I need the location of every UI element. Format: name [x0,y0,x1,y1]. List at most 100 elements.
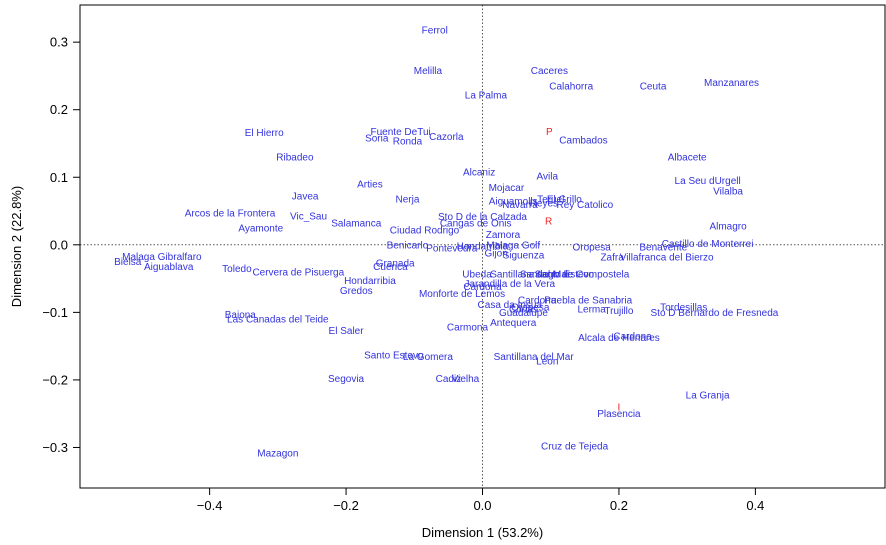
place-point-label: Cardona [518,296,557,307]
place-point-label: Bielsa [114,257,142,268]
place-point-label: Vielha [452,374,480,385]
place-point-label: Almagro [709,221,747,232]
place-point-label: Santo Estevo [535,269,595,280]
place-point-label: Vilalba [713,186,743,197]
place-point-label: Mojacar [489,183,525,194]
place-point-label: Navarra [502,200,538,211]
y-tick-label: 0.0 [50,237,68,252]
place-point-label: Zafra [600,252,624,263]
place-point-label: Gijon [484,248,507,259]
place-point-label: Cambados [559,136,607,147]
place-point-label: Trujillo [604,306,634,317]
place-point-label: Benavente [639,242,687,253]
place-point-label: Pontevedra [426,244,478,255]
place-point-label: Gredos [340,286,373,297]
place-point-label: Melilla [414,66,443,77]
place-point-label: Plasencia [597,409,641,420]
place-point-label: Carmona [447,323,489,334]
place-point-label: Vic_Sau [290,211,327,222]
place-point-label: El Saler [329,326,365,337]
place-point-label: Salamanca [331,219,381,230]
place-point-label: Malaga Gibralfaro [122,252,202,263]
place-point-label: Cadiz [436,374,462,385]
place-point-label: Javea [292,192,319,203]
category-point-label: R [545,217,552,228]
place-point-label: Mazagon [257,448,298,459]
place-point-label: Hondarribia [457,242,509,253]
place-point-label: La Granja [686,390,730,401]
place-point-label: Cervera de Pisuerga [252,267,344,278]
y-tick-label: 0.2 [50,102,68,117]
y-axis-label: Dimension 2 (22.8%) [9,186,24,307]
place-point-label: Zamora [486,230,521,241]
place-point-label: La Palma [465,90,508,101]
place-point-label: Ribadeo [276,152,314,163]
place-point-label: Arcos de la Frontera [185,209,276,220]
place-point-label: Puebla de Sanabria [544,296,632,307]
place-point-label: Segovia [328,374,365,385]
place-point-label: Ferrol [422,25,448,36]
place-point-label: Santillana del Mar [494,352,575,363]
y-tick-label: −0.3 [42,440,68,455]
place-point-label: Sto D Bernardo de Fresneda [651,308,779,319]
place-point-label: Santo Estevo [364,350,424,361]
place-point-label: Granada [376,259,415,270]
place-point-label: Baiona [225,310,257,321]
x-tick-label: −0.2 [333,498,359,513]
x-axis: −0.4 −0.2 0.0 0.2 0.4 [197,488,764,513]
place-point-label: Nerja [396,194,420,205]
place-point-label: Tordesillas [660,302,707,313]
x-tick-label: 0.2 [610,498,628,513]
place-point-label: Avila [537,171,559,182]
place-point-label: Castillo de Monterrei [662,239,754,250]
place-point-label: Guadalupe [499,308,548,319]
category-point-label: P [546,127,553,138]
place-point-label: Ceuta [640,82,667,93]
place-point-label: Rey Catolico [556,200,613,211]
place-point-label: Caceres [531,66,568,77]
place-point-label: El Grillo [547,194,582,205]
place-point-label: La Seu dUrgell [675,176,741,187]
place-point-label: Cangas de Onis [440,219,512,230]
place-point-label: Oropesa [572,242,611,253]
place-point-label: Aiguablava [144,262,194,273]
place-point-label: Hondarribia [344,276,396,287]
x-axis-label: Dimension 1 (53.2%) [422,525,543,540]
place-point-label: Teruel [537,194,564,205]
y-tick-label: −0.1 [42,305,68,320]
place-point-label: Cruz de Tejeda [541,442,609,453]
place-point-label: Reyes [530,198,558,209]
place-point-label: Monforte de Lemos [419,289,505,300]
y-tick-label: 0.1 [50,170,68,185]
place-point-label: Leon [536,357,558,368]
y-tick-label: −0.2 [42,372,68,387]
category-point-label: I [618,402,621,413]
place-point-label: Benicarlo [387,240,429,251]
place-point-label: Fuente DeTui [371,127,431,138]
place-point-label: Albacete [668,152,707,163]
x-tick-label: −0.4 [197,498,223,513]
place-point-label: Ayamonte [238,223,283,234]
place-point-label: La Gomera [403,352,453,363]
place-point-label: Cardona [463,282,502,293]
place-point-label: Aiguamolls [489,196,538,207]
place-point-label: Santiago de Compostela [520,269,630,280]
place-point-label: Jarandilla de la Vera [464,279,555,290]
place-point-label: Siguenza [503,250,545,261]
place-point-label: Santillana del Mar [490,269,571,280]
place-point-label: Manzanares [704,78,759,89]
y-tick-label: 0.3 [50,35,68,50]
place-point-label: Soria [365,134,389,145]
x-tick-label: 0.0 [473,498,491,513]
place-point-label: Lerma [577,304,606,315]
place-point-label: Casa da Insua [478,300,543,311]
point-labels: Ferrol Melilla Caceres Calahorra Ceuta Manzan… [114,25,779,459]
place-point-label: Villafranca del Bierzo [620,252,714,263]
place-point-label: Cazorla [429,132,464,143]
place-point-label: Las Canadas del Teide [227,315,329,326]
x-tick-label: 0.4 [746,498,764,513]
place-point-label: Toledo [222,264,252,275]
place-point-label: Antequera [490,318,537,329]
reference-lines [80,5,885,488]
